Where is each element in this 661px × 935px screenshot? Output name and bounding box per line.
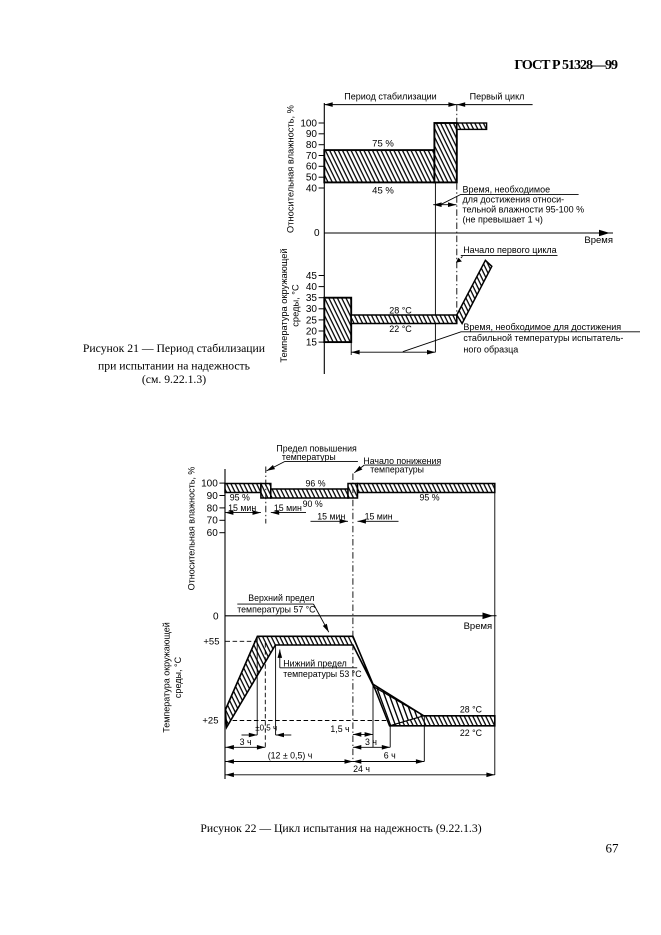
svg-text:температуры: температуры [282,452,336,462]
svg-text:90: 90 [207,491,219,502]
svg-text:Нижний предел: Нижний предел [283,659,347,669]
svg-text:температуры: температуры [370,465,424,475]
svg-text:45: 45 [306,271,318,282]
svg-text:Начало понижения: Начало понижения [363,456,441,466]
svg-text:15 мин: 15 мин [274,503,302,513]
svg-text:15: 15 [306,338,318,349]
svg-text:90 %: 90 % [303,499,323,509]
svg-text:Температура окружающей: Температура окружающей [162,622,172,733]
svg-text:40: 40 [306,183,318,194]
svg-text:Предел повышения: Предел повышения [276,443,357,453]
svg-text:Время, необходимое: Время, необходимое [463,185,551,195]
svg-text:50: 50 [306,173,318,184]
svg-text:Первый цикл: Первый цикл [470,91,525,101]
svg-text:25: 25 [306,315,318,326]
svg-text:90: 90 [306,129,318,140]
svg-text:0: 0 [213,611,219,622]
svg-text:(не превышает 1 ч): (не превышает 1 ч) [463,214,543,224]
svg-text:для достижения относи-: для достижения относи- [463,195,565,205]
svg-text:24 ч: 24 ч [353,764,370,774]
svg-text:28 °С: 28 °С [389,305,412,315]
svg-text:95 %: 95 % [230,493,250,503]
svg-text:20: 20 [306,326,318,337]
svg-text:22 °С: 22 °С [389,324,412,334]
svg-text:Время: Время [464,621,493,632]
svg-text:80: 80 [306,140,318,151]
svg-text:80: 80 [207,503,219,514]
svg-text:Период стабилизации: Период стабилизации [344,91,436,101]
svg-text:100: 100 [300,118,317,129]
svg-text:35: 35 [306,293,318,304]
svg-text:Температура окружающей: Температура окружающей [279,248,289,362]
svg-text:15 мин: 15 мин [228,503,256,513]
svg-text:3 ч: 3 ч [365,737,377,747]
svg-text:среды, °С: среды, °С [173,656,183,698]
svg-text:95 %: 95 % [419,492,439,502]
svg-text:Рисунок 22 — Цикл испытания на: Рисунок 22 — Цикл испытания на надежност… [200,822,481,835]
svg-text:28 °С: 28 °С [460,705,483,715]
svg-text:45 %: 45 % [372,186,394,197]
svg-text:70: 70 [207,516,219,527]
svg-text:ного образца: ного образца [463,344,518,354]
svg-text:стабильной температуры испытат: стабильной температуры испытатель- [463,333,623,343]
svg-text:0: 0 [314,228,320,239]
svg-text:±0,5 ч: ±0,5 ч [255,724,277,733]
svg-text:100: 100 [201,479,218,490]
svg-text:75 %: 75 % [372,139,394,150]
svg-text:Время: Время [584,235,613,246]
svg-text:Верхний предел: Верхний предел [248,593,314,603]
svg-text:температуры 57 °С: температуры 57 °С [237,604,316,614]
svg-text:+25: +25 [202,716,218,727]
svg-text:(см. 9.22.1.3): (см. 9.22.1.3) [142,373,206,386]
svg-text:Начало первого цикла: Начало первого цикла [463,245,557,255]
svg-text:15 мин: 15 мин [317,512,345,522]
svg-text:Относительная влажность, %: Относительная влажность, % [187,467,197,591]
svg-text:6 ч: 6 ч [384,751,396,761]
svg-text:+55: +55 [203,636,219,647]
svg-text:30: 30 [306,304,318,315]
svg-text:15 мин: 15 мин [365,512,393,522]
svg-text:Относительная влажность, %: Относительная влажность, % [286,105,296,233]
svg-text:67: 67 [606,841,620,856]
svg-text:22 °С: 22 °С [460,728,483,738]
svg-text:96 %: 96 % [305,478,325,488]
svg-text:40: 40 [306,282,318,293]
svg-text:при испытании на надежность: при испытании на надежность [98,359,250,372]
svg-text:тельной влажности 95-100 %: тельной влажности 95-100 % [463,204,585,214]
svg-text:ГОСТ Р 51328—99: ГОСТ Р 51328—99 [514,58,618,73]
svg-text:Время, необходимое для достиже: Время, необходимое для достижения [463,322,621,332]
svg-text:70: 70 [306,151,318,162]
svg-text:3 ч: 3 ч [240,737,252,747]
svg-text:1,5 ч: 1,5 ч [330,724,349,734]
svg-text:60: 60 [306,162,318,173]
svg-text:температуры 53 °С: температуры 53 °С [283,669,362,679]
svg-text:60: 60 [207,528,219,539]
svg-text:среды, °С: среды, °С [291,284,301,327]
svg-text:(12 ± 0,5) ч: (12 ± 0,5) ч [268,751,313,761]
svg-text:Рисунок 21 — Период стабилизац: Рисунок 21 — Период стабилизации [83,342,265,355]
